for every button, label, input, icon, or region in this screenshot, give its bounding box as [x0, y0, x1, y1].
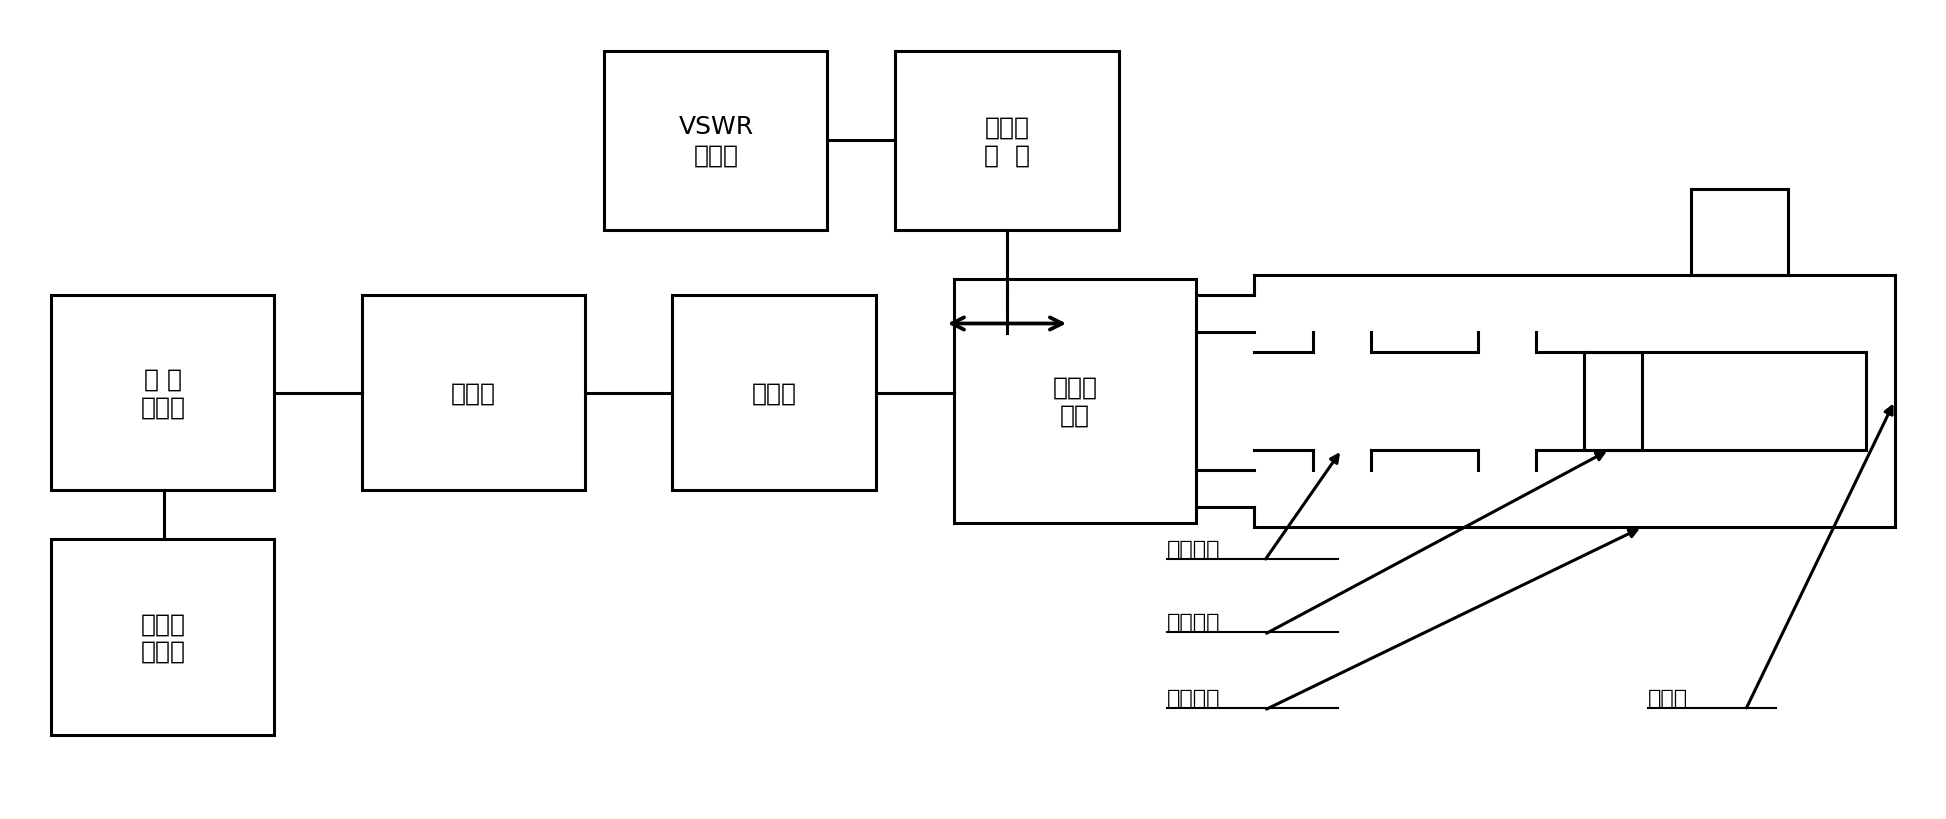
Text: 隔热部分: 隔热部分	[1168, 539, 1220, 559]
Bar	[671, 296, 876, 491]
Bar	[954, 279, 1197, 523]
Bar	[895, 52, 1119, 230]
Text: 稳 定
信号源: 稳 定 信号源	[140, 368, 185, 419]
Text: 冷却装置: 冷却装置	[1168, 613, 1220, 632]
Text: VSWR
测试仪: VSWR 测试仪	[679, 115, 753, 167]
Bar	[605, 52, 827, 230]
Text: 高温炉: 高温炉	[1648, 688, 1689, 708]
Text: 频率计: 频率计	[451, 382, 496, 405]
Bar	[51, 296, 274, 491]
Bar	[362, 296, 586, 491]
Text: 隔离器: 隔离器	[751, 382, 796, 405]
Text: 开槽线
部分: 开槽线 部分	[1053, 375, 1098, 428]
Text: 可移动
探  针: 可移动 探 针	[985, 115, 1029, 167]
Text: 测温部分: 测温部分	[1168, 688, 1220, 708]
Bar	[51, 540, 274, 735]
Text: 平方波
调制器: 平方波 调制器	[140, 612, 185, 663]
